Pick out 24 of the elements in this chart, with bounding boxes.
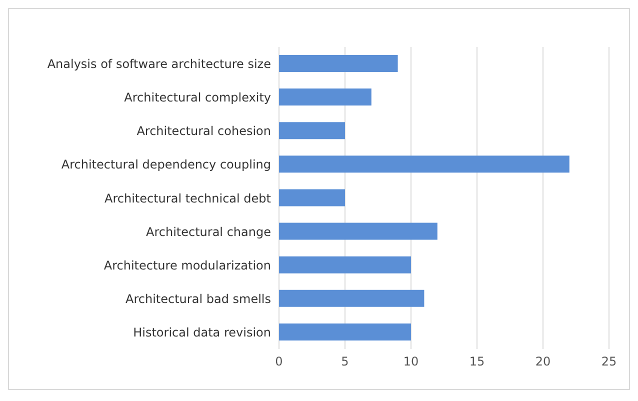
x-tick-label: 15 bbox=[469, 354, 485, 369]
bar bbox=[279, 189, 345, 206]
x-tick-label: 5 bbox=[341, 354, 349, 369]
y-tick-label: Analysis of software architecture size bbox=[47, 57, 271, 72]
bar bbox=[279, 55, 398, 72]
y-tick-label: Architectural dependency coupling bbox=[61, 158, 271, 172]
bar bbox=[279, 323, 411, 340]
y-tick-label: Architectural technical debt bbox=[104, 191, 272, 206]
bar bbox=[279, 256, 411, 274]
x-tick-label: 10 bbox=[403, 354, 419, 369]
bar bbox=[279, 88, 372, 106]
x-tick-label: 0 bbox=[275, 354, 283, 369]
y-tick-label: Architectural change bbox=[146, 224, 271, 239]
bar bbox=[279, 290, 424, 307]
bar bbox=[279, 222, 438, 240]
x-tick-label: 25 bbox=[601, 354, 617, 369]
y-tick-label: Architectural complexity bbox=[124, 90, 271, 105]
y-tick-label: Historical data revision bbox=[133, 325, 271, 340]
y-tick-label: Architecture modularization bbox=[104, 258, 271, 272]
x-tick-label: 20 bbox=[535, 354, 551, 369]
y-tick-label: Architectural cohesion bbox=[136, 124, 271, 138]
bar bbox=[279, 122, 345, 140]
bar bbox=[279, 156, 570, 173]
y-tick-label: Architectural bad smells bbox=[126, 292, 271, 306]
